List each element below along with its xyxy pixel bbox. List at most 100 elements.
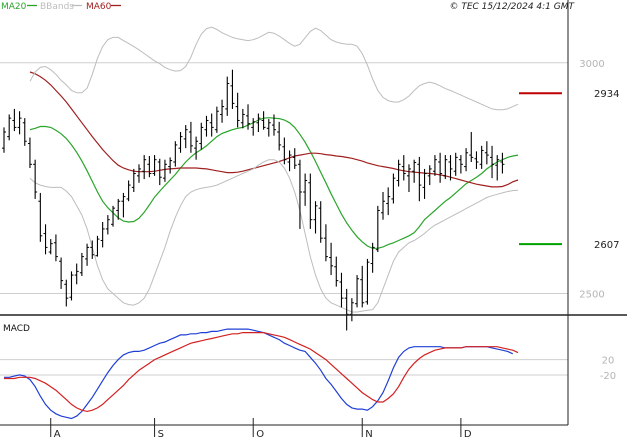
- ohlc-bar: [282, 137, 287, 165]
- ohlc-bar: [43, 224, 48, 255]
- ohlc-bar: [355, 275, 360, 308]
- macd-y-tick-label: -20: [600, 371, 616, 382]
- main-y-tick-label: 3000: [579, 59, 604, 70]
- price-bars: [2, 69, 505, 331]
- ohlc-bar: [183, 125, 188, 149]
- ohlc-bar: [427, 165, 432, 186]
- ohlc-bar: [95, 235, 100, 257]
- ohlc-bar: [111, 205, 116, 227]
- ohlc-bar: [381, 192, 386, 220]
- ohlc-bar: [406, 164, 411, 192]
- ohlc-bar: [235, 92, 240, 128]
- resistance-value-label: 2934: [594, 89, 619, 100]
- ohlc-bar: [162, 159, 167, 182]
- main-y-tick-label: 2500: [579, 290, 604, 301]
- ohlc-bar: [131, 168, 136, 192]
- ohlc-bar: [292, 148, 297, 169]
- ohlc-bar: [168, 157, 173, 174]
- ohlc-bar: [12, 108, 17, 132]
- ohlc-bar: [105, 215, 110, 235]
- ohlc-bar: [484, 141, 489, 165]
- ohlc-bar: [126, 180, 131, 202]
- macd-title: MACD: [3, 324, 30, 334]
- ohlc-bar: [375, 205, 380, 252]
- ohlc-bar: [27, 137, 32, 168]
- ohlc-bar: [199, 122, 204, 150]
- ohlc-bar: [204, 115, 209, 137]
- ohlc-bar: [271, 114, 276, 136]
- x-tick-label: D: [464, 429, 472, 440]
- ohlc-bar: [214, 106, 219, 133]
- ohlc-bar: [490, 145, 495, 179]
- ohlc-bar: [370, 242, 375, 273]
- bbands-lower-line: [29, 159, 519, 313]
- ohlc-bar: [2, 127, 6, 153]
- ohlc-bar: [38, 192, 43, 242]
- ohlc-bar: [188, 121, 193, 153]
- x-tick-label: O: [256, 429, 264, 440]
- ohlc-bar: [318, 201, 323, 243]
- ohlc-bar: [116, 198, 121, 220]
- ma60-line: [29, 71, 519, 188]
- price-levels: 2934 2607: [519, 89, 619, 251]
- ohlc-bar: [396, 159, 401, 187]
- x-tick-label: S: [158, 429, 164, 440]
- ohlc-bar: [59, 257, 64, 289]
- x-tick-label: N: [365, 429, 372, 440]
- copyright-label: © TEC 15/12/2024 4:1 GMT: [449, 2, 575, 12]
- ohlc-bar: [69, 271, 74, 301]
- legend-ma60-label: MA60: [86, 2, 112, 12]
- ohlc-bar: [438, 152, 443, 183]
- main-grid: [0, 62, 568, 295]
- macd-y-tick-label: 20: [602, 356, 615, 367]
- ohlc-bar: [329, 242, 334, 276]
- ohlc-bar: [230, 69, 235, 109]
- ohlc-bar: [246, 104, 251, 130]
- main-panel: 3000 2500 2934 2607: [0, 0, 627, 331]
- ohlc-bar: [53, 234, 58, 262]
- legend-bbands-label: BBands: [40, 2, 74, 12]
- ohlc-bar: [303, 173, 308, 206]
- ohlc-bar: [209, 113, 214, 137]
- ohlc-bar: [323, 224, 328, 262]
- x-tick-label: A: [54, 429, 61, 440]
- main-y-axis: 3000 2500: [579, 59, 604, 301]
- ohlc-bar: [220, 99, 225, 123]
- ohlc-bar: [147, 156, 152, 178]
- support-value-label: 2607: [594, 240, 619, 251]
- ohlc-bar: [90, 240, 95, 259]
- ohlc-bar: [287, 150, 292, 172]
- ohlc-bar: [464, 148, 469, 172]
- ohlc-bar: [297, 159, 302, 229]
- ohlc-bar: [308, 173, 313, 229]
- ohlc-bar: [142, 155, 147, 180]
- ohlc-bar: [365, 258, 370, 305]
- ohlc-bar: [453, 152, 458, 176]
- ohlc-bar: [157, 158, 162, 186]
- ohlc-bar: [79, 252, 84, 276]
- ohlc-bar: [261, 111, 266, 130]
- bbands-upper-line: [29, 26, 519, 111]
- ohlc-bar: [417, 156, 422, 202]
- ohlc-bar: [401, 155, 406, 181]
- ohlc-bar: [33, 159, 38, 199]
- signal-line: [4, 332, 519, 413]
- legend: MA20 BBands MA60 © TEC 15/12/2024 4:1 GM…: [1, 2, 575, 12]
- ohlc-bar: [432, 155, 437, 176]
- ohlc-bar: [152, 155, 157, 176]
- ohlc-bar: [458, 155, 463, 174]
- ohlc-bar: [136, 164, 141, 183]
- ohlc-bar: [74, 263, 79, 285]
- ohlc-bar: [412, 159, 417, 183]
- ohlc-bar: [85, 243, 90, 266]
- ohlc-bar: [313, 201, 318, 234]
- ohlc-bar: [479, 145, 484, 169]
- macd-series: [4, 328, 519, 420]
- ohlc-bar: [194, 136, 199, 160]
- ohlc-bar: [121, 192, 126, 218]
- ohlc-bar: [422, 168, 427, 199]
- macd-panel: MACD 20 -20: [0, 315, 616, 426]
- ohlc-bar: [225, 76, 230, 116]
- macd-grid: [0, 359, 568, 376]
